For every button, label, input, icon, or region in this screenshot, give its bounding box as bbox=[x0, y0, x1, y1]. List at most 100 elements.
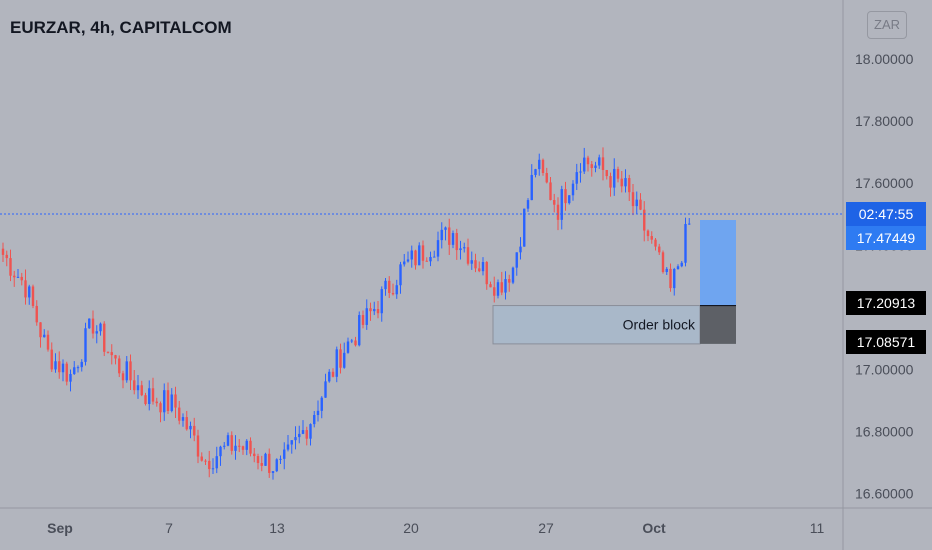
candle-body bbox=[13, 275, 16, 278]
candle-body bbox=[500, 282, 503, 293]
candle-body bbox=[511, 267, 515, 283]
candle-body bbox=[234, 445, 237, 451]
candle-body bbox=[61, 363, 65, 373]
candle-body bbox=[268, 453, 271, 473]
candle-body bbox=[73, 367, 76, 375]
candle-body bbox=[324, 381, 327, 398]
candle-body bbox=[80, 361, 83, 368]
candle-body bbox=[118, 358, 121, 374]
currency-badge[interactable]: ZAR bbox=[867, 11, 907, 39]
order-block-low-tag: 17.08571 bbox=[846, 330, 926, 354]
candle-body bbox=[193, 425, 196, 436]
candle-body bbox=[605, 169, 608, 177]
candle-body bbox=[316, 410, 320, 416]
candle-body bbox=[136, 385, 140, 391]
candle-body bbox=[639, 199, 642, 210]
price-tick-label: 18.00000 bbox=[855, 51, 914, 67]
candle-body bbox=[339, 349, 342, 368]
candle-body bbox=[275, 459, 278, 472]
candle-body bbox=[253, 453, 256, 457]
candle-body bbox=[583, 157, 586, 172]
candle-body bbox=[181, 417, 185, 421]
candle-body bbox=[616, 168, 620, 179]
candle-body bbox=[155, 401, 158, 404]
symbol-title[interactable]: EURZAR, 4h, CAPITALCOM bbox=[10, 18, 232, 37]
candle-body bbox=[95, 331, 98, 334]
candle-body bbox=[380, 289, 383, 314]
time-axis[interactable]: Sep 7 13 20 27 Oct 11 bbox=[47, 520, 824, 536]
candle-body bbox=[564, 189, 567, 204]
candle-body bbox=[264, 453, 267, 466]
candle-body bbox=[545, 172, 548, 183]
candle-body bbox=[309, 424, 312, 439]
time-tick-label: 20 bbox=[403, 520, 419, 536]
candle-body bbox=[631, 192, 635, 207]
candle-body bbox=[28, 286, 31, 298]
candle-body bbox=[594, 165, 597, 169]
candle-body bbox=[541, 159, 545, 173]
candle-body bbox=[684, 224, 687, 263]
position-stop-zone[interactable] bbox=[700, 305, 736, 344]
time-tick-label: Oct bbox=[642, 520, 666, 536]
candle-body bbox=[388, 280, 391, 294]
candle-body bbox=[241, 446, 245, 450]
candle-body bbox=[298, 433, 301, 438]
candle-body bbox=[384, 280, 387, 290]
candle-body bbox=[245, 440, 248, 450]
candle-body bbox=[88, 318, 91, 329]
candle-body bbox=[208, 460, 211, 470]
candle-body bbox=[463, 247, 466, 249]
candle-body bbox=[553, 200, 556, 205]
countdown-tag: 02:47:55 bbox=[846, 202, 926, 226]
candle-body bbox=[110, 352, 113, 356]
candle-body bbox=[260, 463, 263, 466]
candle-body bbox=[65, 363, 68, 382]
candle-body bbox=[230, 435, 233, 451]
candle-body bbox=[560, 189, 563, 220]
candle-body bbox=[643, 209, 646, 231]
candle-body bbox=[406, 259, 410, 262]
candle-body bbox=[523, 208, 526, 247]
candle-body bbox=[163, 390, 166, 413]
candle-body bbox=[46, 334, 50, 350]
order-block-zone[interactable]: Order block bbox=[492, 305, 701, 345]
candle-body bbox=[496, 282, 500, 296]
candle-body bbox=[661, 252, 665, 272]
candle-body bbox=[24, 280, 27, 298]
candle-body bbox=[331, 371, 335, 377]
candle-body bbox=[433, 256, 436, 258]
candle-body bbox=[376, 309, 380, 314]
candle-body bbox=[290, 440, 293, 445]
candle-body bbox=[658, 246, 661, 253]
candle-body bbox=[185, 417, 188, 430]
price-tick-label: 17.60000 bbox=[855, 175, 914, 191]
current-price-tag: 17.47449 bbox=[846, 226, 926, 250]
candle-body bbox=[526, 200, 530, 209]
order-block-label: Order block bbox=[623, 317, 696, 333]
candle-body bbox=[470, 260, 473, 264]
candle-body bbox=[538, 159, 541, 170]
candle-body bbox=[451, 233, 455, 245]
candle-body bbox=[211, 468, 215, 470]
candle-body bbox=[189, 425, 192, 430]
candle-body bbox=[676, 266, 680, 270]
candle-body bbox=[508, 279, 511, 283]
position-box[interactable] bbox=[700, 220, 736, 344]
candle-body bbox=[399, 264, 402, 286]
candle-body bbox=[601, 157, 605, 170]
candle-body bbox=[301, 430, 305, 434]
candle-body bbox=[429, 256, 432, 262]
candle-body bbox=[294, 437, 297, 441]
candle-body bbox=[54, 361, 57, 370]
candle-body bbox=[609, 176, 612, 188]
candle-body bbox=[159, 403, 162, 413]
candle-body bbox=[395, 285, 398, 295]
candle-body bbox=[178, 407, 181, 421]
candle-body bbox=[346, 341, 350, 353]
time-tick-label: 7 bbox=[165, 520, 173, 536]
order-block-rect[interactable] bbox=[492, 305, 701, 345]
position-target-zone[interactable] bbox=[700, 220, 736, 306]
candle-body bbox=[646, 230, 650, 237]
candle-body bbox=[200, 456, 203, 461]
